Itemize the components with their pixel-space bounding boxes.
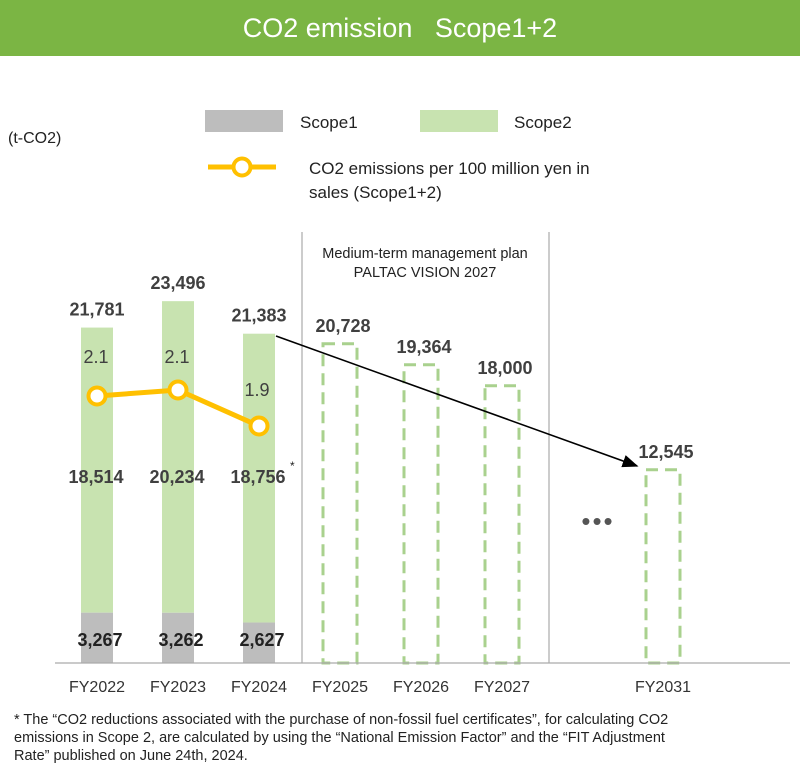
footnote-line-1: * The “CO2 reductions associated with th… [14,712,669,728]
ellipsis-mark: ••• [581,506,614,536]
bar-scope2-FY2022 [81,327,113,613]
chart-title-banner: CO2 emission Scope1+2 [0,0,800,56]
scope1-label-FY2023: 3,262 [158,630,203,650]
legend-intensity-marker [231,156,253,178]
target-bar-FY2027 [483,384,521,665]
trend-arrow [275,335,639,468]
intensity-point-FY2023 [167,379,189,401]
target-bar-FY2031 [644,468,682,665]
scope1-label-FY2022: 3,267 [77,630,122,650]
footnote-mark: * [290,459,295,473]
scope2-label-FY2024: 18,756 [230,467,285,487]
legend-scope2-label: Scope2 [514,113,572,132]
target-bar-FY2026 [402,363,440,665]
legend-scope1-label: Scope1 [300,113,358,132]
bar-scope1-FY2022 [81,612,113,663]
intensity-label-FY2023: 2.1 [164,347,189,367]
chart-title: CO2 emission Scope1+2 [242,12,558,43]
footnote-line-2: emissions in Scope 2, are calculated by … [14,730,665,746]
total-label-FY2023: 23,496 [150,273,205,293]
intensity-point-FY2024 [248,415,270,437]
scope2-label-FY2023: 20,234 [149,467,204,487]
target-label-FY2026: 19,364 [396,337,451,357]
scope2-label-FY2022: 18,514 [68,467,123,487]
intensity-label-FY2022: 2.1 [83,347,108,367]
plan-label-1: Medium-term management plan [322,246,528,262]
plan-label-2: PALTAC VISION 2027 [354,265,497,281]
x-tick-label-FY2022: FY2022 [69,679,125,696]
bar-scope1-FY2024 [243,622,275,663]
bar-scope1-FY2023 [162,612,194,663]
legend-scope1-swatch [205,110,283,132]
footnote: * The “CO2 reductions associated with th… [14,711,789,765]
bar-scope2-FY2023 [162,301,194,613]
unit-label: (t-CO2) [8,130,61,147]
target-bar-FY2025 [321,342,359,665]
x-tick-label-FY2025: FY2025 [312,679,368,696]
target-label-FY2027: 18,000 [477,358,532,378]
x-tick-label-FY2024: FY2024 [231,679,287,696]
legend-intensity-label-2: sales (Scope1+2) [309,183,442,202]
total-label-FY2022: 21,781 [69,300,124,320]
total-label-FY2024: 21,383 [231,306,286,326]
bar-scope2-FY2024 [243,333,275,623]
scope1-label-FY2024: 2,627 [239,630,284,650]
target-label-FY2031: 12,545 [638,442,693,462]
footnote-line-3: Rate” published on June 24th, 2024. [14,748,248,764]
legend-scope2-swatch [420,110,498,132]
intensity-point-FY2022 [86,385,108,407]
x-tick-label-FY2026: FY2026 [393,679,449,696]
plot-area: Medium-term management plan PALTAC VISION… [55,232,790,696]
co2-chart: (t-CO2) Scope1 Scope2 CO2 emissions per 100… [8,110,790,696]
target-label-FY2025: 20,728 [315,316,370,336]
x-tick-label-FY2031: FY2031 [635,679,691,696]
intensity-label-FY2024: 1.9 [244,380,269,400]
x-tick-label-FY2023: FY2023 [150,679,206,696]
legend: (t-CO2) Scope1 Scope2 CO2 emissions per 100… [8,110,590,202]
x-tick-label-FY2027: FY2027 [474,679,530,696]
legend-intensity-label-1: CO2 emissions per 100 million yen in [309,159,590,178]
